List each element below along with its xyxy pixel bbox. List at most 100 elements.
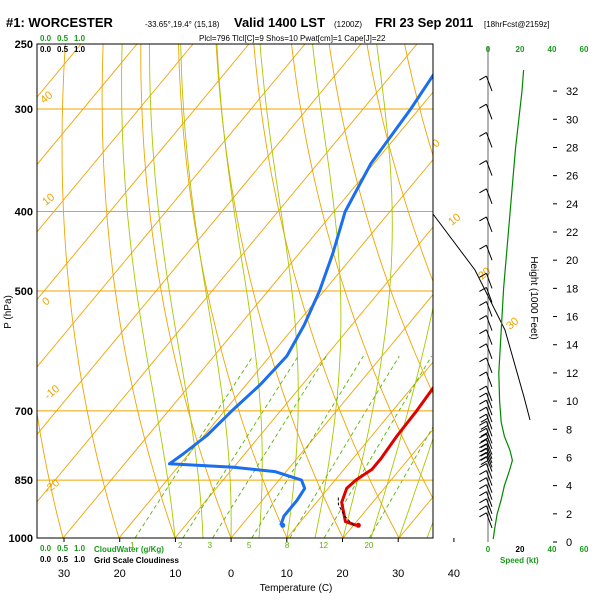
wind-barb — [479, 160, 493, 176]
wind-barb-flag — [480, 437, 489, 443]
wind-barb-flag — [480, 431, 489, 437]
wind-barb — [479, 505, 493, 522]
wind-barb-flag — [479, 103, 487, 109]
forecast-run: [18hrFcst@2159z] — [484, 20, 549, 29]
temperature-profile — [340, 385, 433, 527]
wind-barb — [479, 477, 493, 493]
isotherm-label: 10 — [446, 211, 463, 228]
wind-barb — [479, 491, 493, 507]
wind-barb-staff — [485, 273, 493, 289]
wind-barb-staff — [485, 75, 493, 92]
height-tick: 18 — [566, 283, 578, 295]
wind-barb — [479, 385, 493, 402]
wind-barb-flag — [479, 371, 487, 377]
speed-tick-bottom: 0 — [486, 545, 491, 554]
moist-adiabat — [259, 44, 299, 538]
pressure-tick: 850 — [15, 475, 33, 487]
wind-barb — [479, 244, 493, 261]
cloud-scale-label: 0.0 — [40, 34, 52, 43]
isotherm-label: -10 — [42, 383, 62, 402]
station-title: #1: WORCESTER — [6, 15, 114, 30]
temperature-tick: 0 — [228, 568, 234, 580]
wind-barb-staff — [485, 385, 493, 402]
cloud-scale-label: 0.0 — [40, 544, 52, 553]
moist-adiabat — [312, 44, 342, 538]
height-tick: 16 — [566, 312, 578, 324]
mixing-ratio-line — [369, 426, 433, 538]
height-tick: 30 — [566, 114, 578, 126]
cloud-scale-label: 0.0 — [40, 45, 52, 54]
wind-speed-label: Speed (kt) — [500, 556, 539, 565]
dewpoint-surface-point — [280, 522, 286, 528]
wind-barb — [479, 371, 493, 388]
height-tick: 12 — [566, 368, 578, 380]
wind-barb-staff — [485, 439, 493, 455]
wind-barb-flag — [479, 357, 487, 363]
speed-tick-top: 60 — [580, 45, 589, 54]
wind-barb-staff — [485, 491, 493, 507]
pressure-tick: 1000 — [9, 533, 33, 545]
cloud-scale-label: 0.5 — [57, 34, 69, 43]
cloud-scale-label: 0.5 — [57, 45, 69, 54]
height-tick: 26 — [566, 171, 578, 183]
mixing-ratio-line — [251, 355, 364, 538]
wind-barb-flag — [479, 329, 487, 335]
dry-adiabat — [366, 44, 433, 283]
wind-barb-staff — [485, 343, 493, 359]
wind-barb-staff — [485, 371, 493, 388]
wind-barb-flag — [479, 399, 487, 405]
wind-barb-staff — [485, 301, 493, 317]
wind-barb-staff — [485, 433, 493, 450]
moist-adiabat — [398, 437, 433, 538]
cloud-scale-label: 1.0 — [74, 544, 86, 553]
wind-barb-flag — [479, 491, 487, 497]
wind-barb — [479, 443, 493, 460]
wind-barb-flag — [479, 75, 487, 81]
station-coords: -33.65°,19.4° (15,18) — [145, 20, 220, 29]
wind-barb-staff — [485, 463, 493, 479]
height-tick: 6 — [566, 452, 572, 464]
temperature-tick: 10 — [281, 568, 293, 580]
wind-barb-flag — [479, 427, 487, 433]
wind-panel: 0246810121416182022242628303200202040406… — [432, 45, 589, 554]
wind-barb-flag — [479, 301, 487, 306]
dry-adiabat — [328, 44, 433, 395]
wind-barb-flag — [480, 455, 489, 461]
wind-barb — [479, 392, 493, 409]
height-mapping-line — [432, 210, 531, 421]
wind-barb-flag — [480, 460, 489, 465]
wind-barb-flag — [479, 392, 487, 398]
mixing-ratio-label: 1 — [130, 541, 135, 550]
isotherm-line — [286, 361, 433, 538]
wind-barb — [479, 406, 493, 423]
mixing-ratio-line — [182, 355, 299, 538]
wind-barb-flag — [479, 463, 487, 468]
wind-barb — [479, 484, 493, 500]
wind-barb-staff — [485, 443, 493, 460]
wind-barb — [479, 216, 493, 233]
wind-barb — [479, 75, 493, 92]
temperature-axis: 30 20 10 0 10 20 30 40 — [58, 538, 460, 580]
isobar-lines — [37, 43, 433, 539]
wind-barb — [479, 427, 493, 444]
wind-barb-staff — [485, 498, 493, 514]
dewpoint-profile — [167, 72, 433, 526]
wind-barb-flag — [479, 188, 487, 194]
wind-barb-staff — [485, 160, 493, 176]
wind-barb-staff — [485, 447, 493, 464]
temperature-axis-label: Temperature (C) — [260, 583, 333, 594]
height-axis-label: Height (1000 Feet) — [528, 256, 539, 339]
mixing-ratio-line — [289, 355, 400, 538]
wind-barb-flag — [479, 406, 487, 412]
isotherm-line — [455, 44, 600, 538]
speed-tick-bottom: 40 — [548, 545, 557, 554]
speed-tick-bottom: 20 — [516, 545, 525, 554]
wind-barb-staff — [485, 428, 493, 444]
height-tick: 20 — [566, 255, 578, 267]
cloud-scale-label: 1.0 — [74, 555, 86, 564]
isotherm-label: 30 — [504, 315, 521, 332]
height-tick: 0 — [566, 537, 572, 549]
cloud-scale-label: 0.5 — [57, 544, 69, 553]
sounding-indices: Plcl=796 Tlcl[C]=9 Shos=10 Pwat[cm]=1 Ca… — [199, 34, 386, 43]
mixing-ratio-line — [134, 355, 254, 538]
